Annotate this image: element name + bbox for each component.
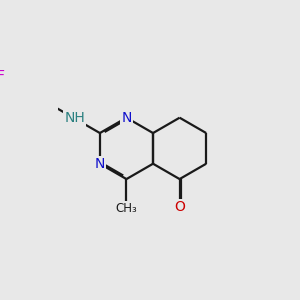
Text: NH: NH xyxy=(64,112,85,125)
Text: N: N xyxy=(121,111,132,125)
Text: O: O xyxy=(174,200,185,214)
Text: F: F xyxy=(0,69,4,83)
Text: CH₃: CH₃ xyxy=(116,202,137,215)
Text: N: N xyxy=(95,157,105,171)
